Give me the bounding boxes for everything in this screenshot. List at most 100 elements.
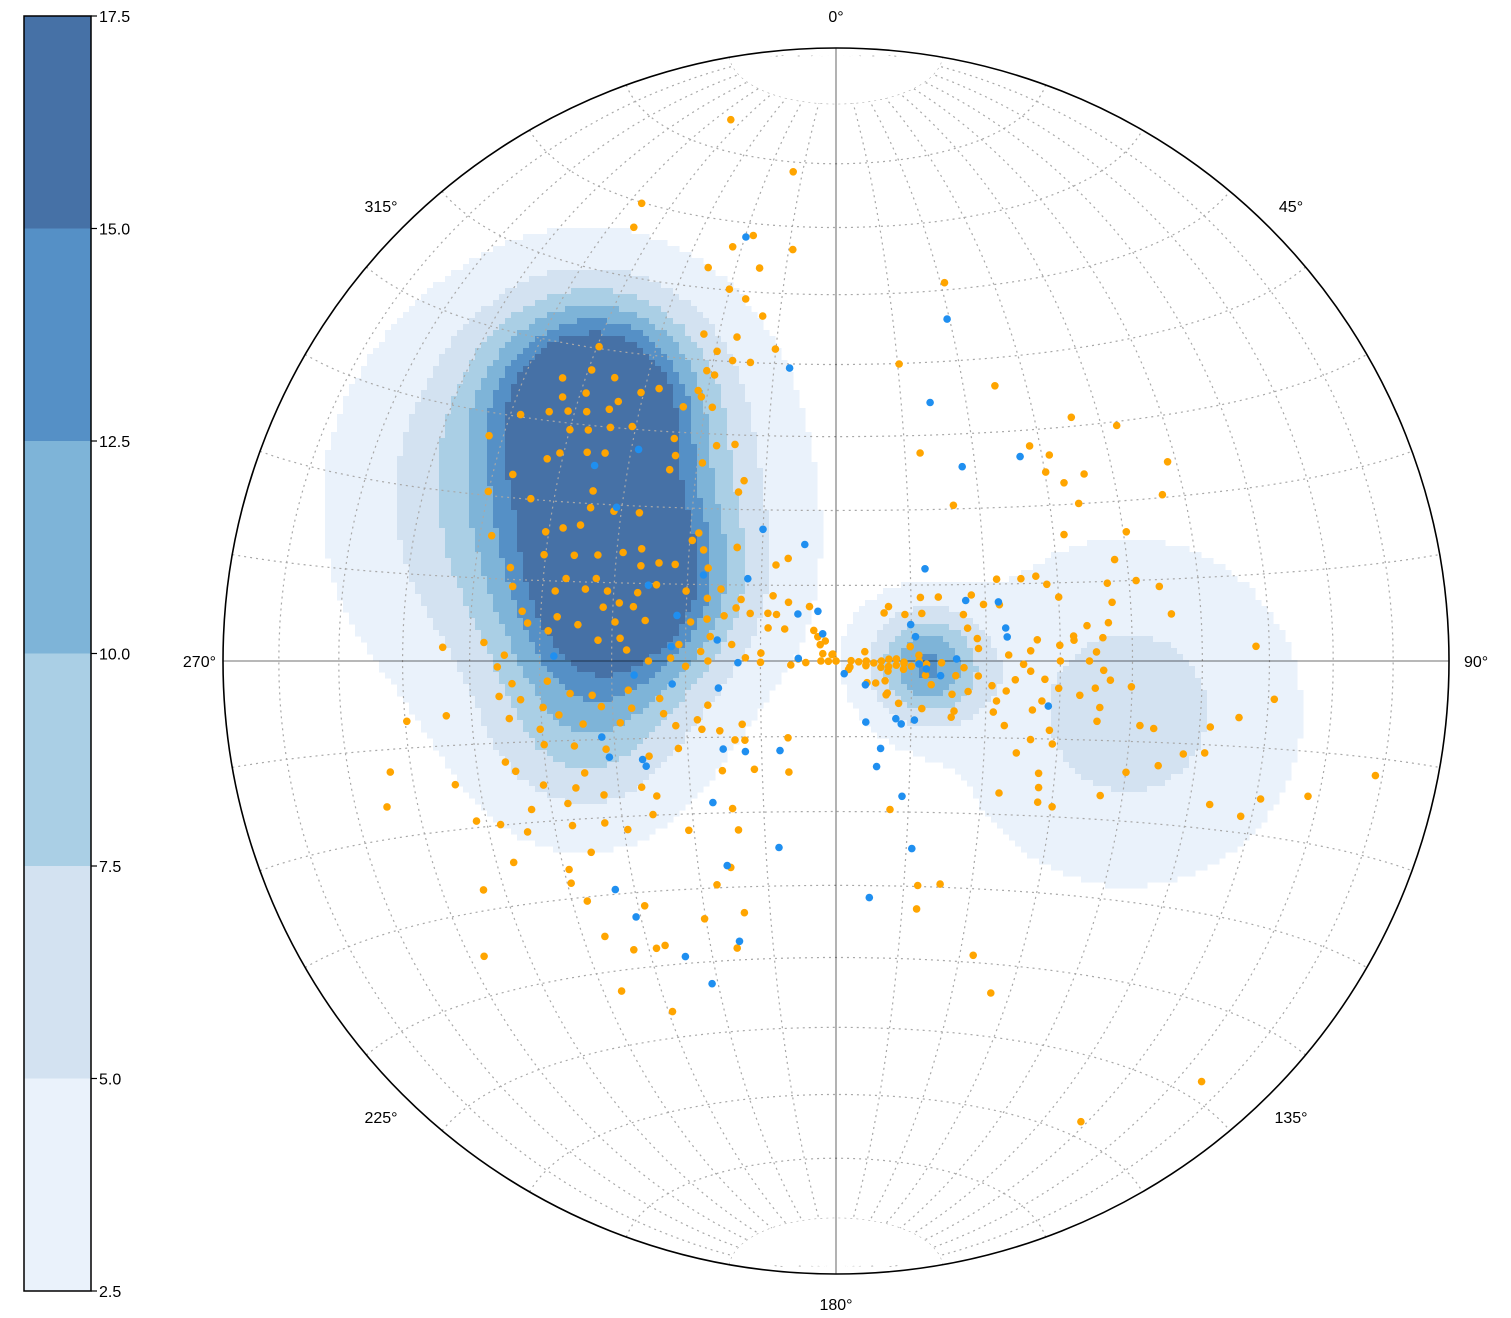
density-cell bbox=[781, 438, 788, 445]
density-cell bbox=[547, 378, 554, 385]
density-cell bbox=[571, 372, 578, 379]
density-cell bbox=[913, 594, 920, 601]
density-cell bbox=[667, 270, 674, 277]
density-cell bbox=[541, 396, 548, 403]
density-cell bbox=[385, 366, 392, 373]
density-cell bbox=[583, 456, 590, 463]
density-cell bbox=[517, 306, 524, 313]
density-cell bbox=[577, 360, 584, 367]
density-cell bbox=[769, 522, 776, 529]
density-cell bbox=[325, 552, 332, 559]
density-cell bbox=[343, 546, 350, 553]
density-cell bbox=[679, 390, 686, 397]
density-cell bbox=[367, 390, 374, 397]
density-cell bbox=[511, 480, 518, 487]
density-cell bbox=[571, 438, 578, 445]
density-cell bbox=[481, 588, 488, 595]
density-cell bbox=[793, 426, 800, 433]
density-cell bbox=[1195, 588, 1202, 595]
density-cell bbox=[469, 396, 476, 403]
density-cell bbox=[511, 264, 518, 271]
density-cell bbox=[481, 570, 488, 577]
density-cell bbox=[715, 546, 722, 553]
density-cell bbox=[949, 588, 956, 595]
density-cell bbox=[397, 528, 404, 535]
density-cell bbox=[775, 396, 782, 403]
density-cell bbox=[583, 294, 590, 301]
density-cell bbox=[481, 342, 488, 349]
density-cell bbox=[463, 300, 470, 307]
density-cell bbox=[721, 588, 728, 595]
density-cell bbox=[643, 270, 650, 277]
density-cell bbox=[427, 546, 434, 553]
density-cell bbox=[439, 606, 446, 613]
density-cell bbox=[361, 594, 368, 601]
density-cell bbox=[1189, 558, 1196, 565]
density-cell bbox=[487, 354, 494, 361]
density-cell bbox=[673, 342, 680, 349]
density-cell bbox=[379, 378, 386, 385]
density-cell bbox=[559, 510, 566, 517]
density-cell bbox=[715, 282, 722, 289]
density-cell bbox=[595, 348, 602, 355]
density-cell bbox=[523, 522, 530, 529]
density-cell bbox=[559, 570, 566, 577]
density-cell bbox=[979, 606, 986, 613]
density-cell bbox=[1045, 588, 1052, 595]
density-cell bbox=[625, 270, 632, 277]
density-cell bbox=[439, 540, 446, 547]
density-cell bbox=[601, 612, 608, 619]
density-cell bbox=[1063, 594, 1070, 601]
density-cell bbox=[427, 582, 434, 589]
density-cell bbox=[427, 600, 434, 607]
density-cell bbox=[799, 492, 806, 499]
density-cell bbox=[379, 366, 386, 373]
density-cell bbox=[487, 396, 494, 403]
density-cell bbox=[589, 246, 596, 253]
density-cell bbox=[607, 354, 614, 361]
density-cell bbox=[361, 378, 368, 385]
density-cell bbox=[589, 228, 596, 235]
density-cell bbox=[601, 276, 608, 283]
density-cell bbox=[775, 366, 782, 373]
density-cell bbox=[439, 534, 446, 541]
density-cell bbox=[757, 456, 764, 463]
density-cell bbox=[601, 318, 608, 325]
density-cell bbox=[403, 480, 410, 487]
density-cell bbox=[703, 324, 710, 331]
colorbar: 2.55.07.510.012.515.017.5 bbox=[23, 9, 130, 1301]
density-cell bbox=[769, 372, 776, 379]
density-cell bbox=[709, 474, 716, 481]
density-cell bbox=[625, 528, 632, 535]
density-cell bbox=[379, 414, 386, 421]
density-cell bbox=[757, 546, 764, 553]
density-cell bbox=[481, 504, 488, 511]
density-cell bbox=[553, 582, 560, 589]
density-cell bbox=[709, 552, 716, 559]
density-cell bbox=[397, 438, 404, 445]
density-cell bbox=[535, 294, 542, 301]
density-cell bbox=[619, 414, 626, 421]
density-cell bbox=[709, 444, 716, 451]
density-cell bbox=[427, 558, 434, 565]
density-cell bbox=[481, 462, 488, 469]
density-cell bbox=[577, 288, 584, 295]
density-cell bbox=[619, 516, 626, 523]
density-cell bbox=[1183, 546, 1190, 553]
density-cell bbox=[361, 582, 368, 589]
density-cell bbox=[637, 558, 644, 565]
density-cell bbox=[733, 564, 740, 571]
density-cell bbox=[907, 588, 914, 595]
density-cell bbox=[691, 474, 698, 481]
density-cell bbox=[511, 486, 518, 493]
density-cell bbox=[685, 432, 692, 439]
density-cell bbox=[427, 360, 434, 367]
density-cell bbox=[607, 492, 614, 499]
density-cell bbox=[415, 426, 422, 433]
density-cell bbox=[427, 414, 434, 421]
density-cell bbox=[649, 372, 656, 379]
density-cell bbox=[631, 270, 638, 277]
density-cell bbox=[589, 540, 596, 547]
density-cell bbox=[799, 444, 806, 451]
density-cell bbox=[655, 516, 662, 523]
